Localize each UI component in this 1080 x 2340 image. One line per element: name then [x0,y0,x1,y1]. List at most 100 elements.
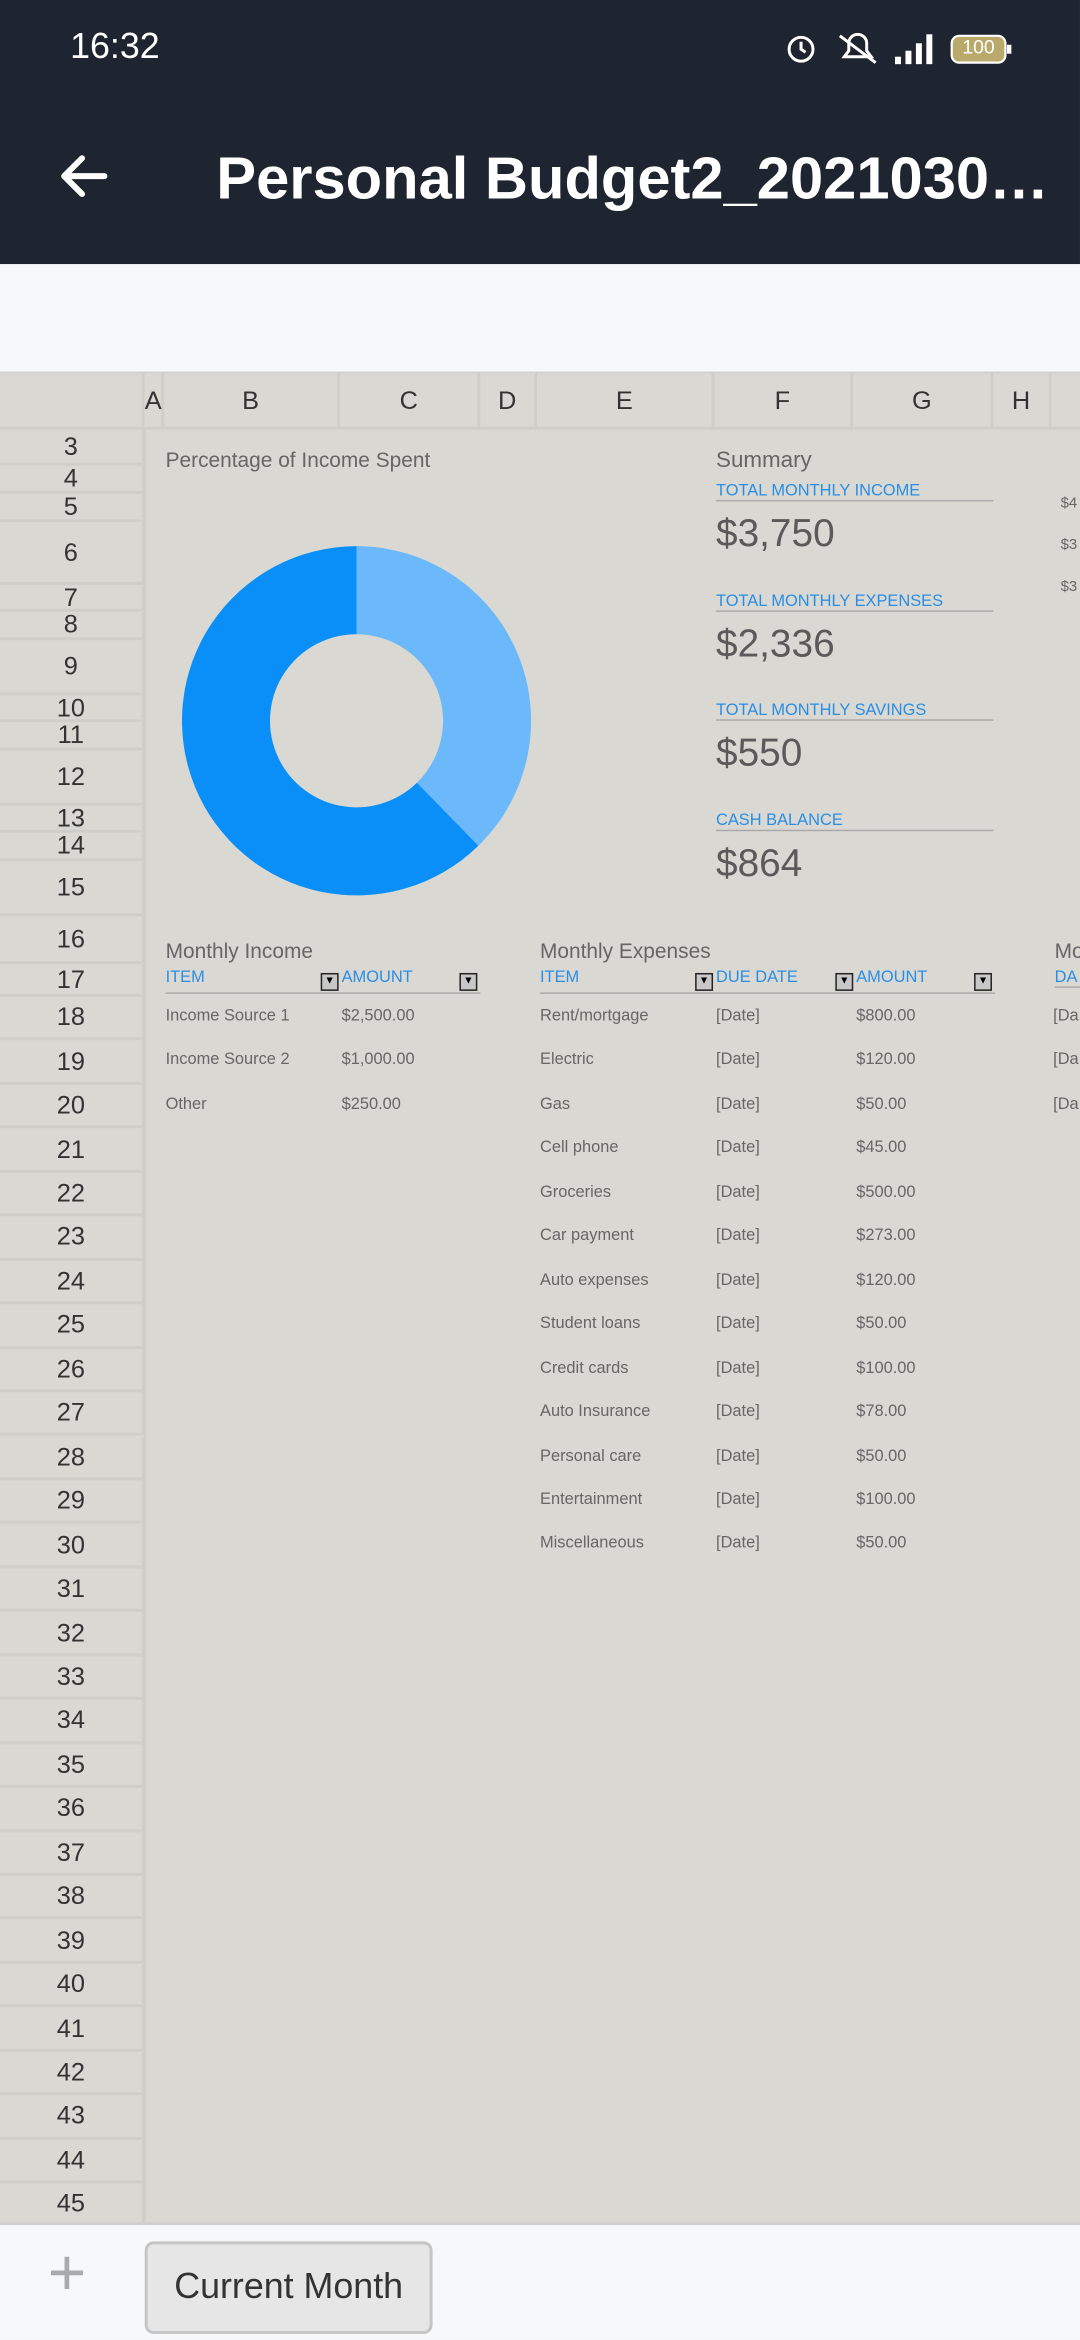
expenses-cell[interactable]: $100.00 [856,1358,916,1377]
select-all-corner[interactable] [0,373,145,430]
row-header-11[interactable]: 11 [0,722,145,751]
filter-dropdown-icon[interactable]: ▼ [835,972,854,991]
expenses-cell[interactable]: [Date] [716,1183,760,1201]
add-sheet-button[interactable]: + [47,2236,87,2311]
income-cell[interactable]: Income Source 2 [165,1051,290,1070]
column-header-a[interactable]: A [144,373,165,430]
row-header-41[interactable]: 41 [0,2007,145,2052]
expenses-cell[interactable]: Personal care [539,1446,642,1465]
row-header-9[interactable]: 9 [0,640,145,696]
row-header-30[interactable]: 30 [0,1524,145,1569]
expenses-cell[interactable]: [Date] [716,1007,760,1026]
row-header-45[interactable]: 45 [0,2183,145,2228]
row-header-33[interactable]: 33 [0,1656,145,1701]
row-header-3[interactable]: 3 [0,429,145,466]
expenses-cell[interactable]: Rent/mortgage [539,1007,649,1026]
row-header-14[interactable]: 14 [0,832,145,862]
expenses-cell[interactable]: $50.00 [856,1095,907,1114]
column-header-b[interactable]: B [164,373,341,430]
row-header-39[interactable]: 39 [0,1919,145,1964]
row-header-15[interactable]: 15 [0,861,145,917]
expenses-cell[interactable]: [Date] [716,1095,760,1114]
column-header-c[interactable]: C [340,373,481,430]
row-header-29[interactable]: 29 [0,1480,145,1525]
income-cell[interactable]: $250.00 [341,1095,401,1114]
expenses-cell[interactable]: $50.00 [856,1534,907,1553]
expenses-cell[interactable]: $120.00 [856,1051,916,1070]
income-cell[interactable]: Income Source 1 [165,1007,290,1026]
expenses-cell[interactable]: [Date] [716,1402,760,1421]
row-header-38[interactable]: 38 [0,1875,145,1920]
donut-slice-remaining[interactable] [356,546,532,846]
filter-dropdown-icon[interactable]: ▼ [695,972,714,991]
column-header-g[interactable]: G [853,373,994,430]
expenses-cell[interactable]: [Date] [716,1051,760,1070]
expenses-cell[interactable]: $273.00 [856,1227,916,1245]
column-header-d[interactable]: D [480,373,538,430]
row-header-24[interactable]: 24 [0,1260,145,1305]
filter-dropdown-icon[interactable]: ▼ [320,972,339,991]
column-header-e[interactable]: E [537,373,715,430]
row-header-42[interactable]: 42 [0,2051,145,2096]
expenses-cell[interactable]: Cell phone [539,1139,619,1158]
expenses-cell[interactable]: $45.00 [856,1139,907,1158]
row-header-20[interactable]: 20 [0,1084,145,1129]
income-cell[interactable]: Other [165,1095,207,1114]
expenses-cell[interactable]: Auto Insurance [539,1402,651,1421]
expenses-cell[interactable]: Car payment [539,1227,634,1245]
expenses-cell[interactable]: Groceries [539,1183,612,1201]
row-header-17[interactable]: 17 [0,964,145,997]
filter-dropdown-icon[interactable]: ▼ [974,972,992,991]
row-header-19[interactable]: 19 [0,1040,145,1085]
expenses-cell[interactable]: $120.00 [856,1270,916,1289]
row-header-21[interactable]: 21 [0,1128,145,1173]
column-header-partial[interactable] [1051,373,1080,430]
expenses-cell[interactable]: $78.00 [856,1402,907,1421]
row-header-8[interactable]: 8 [0,611,145,641]
row-header-43[interactable]: 43 [0,2095,145,2140]
expenses-cell[interactable]: [Date] [716,1227,760,1245]
row-header-4[interactable]: 4 [0,465,145,494]
donut-chart[interactable] [178,542,536,900]
back-button[interactable] [57,149,111,203]
row-header-23[interactable]: 23 [0,1216,145,1261]
expenses-cell[interactable]: Electric [539,1051,594,1070]
expenses-cell[interactable]: [Date] [716,1490,760,1509]
sheet-tab-current-month[interactable]: Current Month [144,2241,433,2334]
column-header-f[interactable]: F [714,373,854,430]
expenses-cell[interactable]: Gas [539,1095,571,1114]
row-header-36[interactable]: 36 [0,1787,145,1832]
expenses-cell[interactable]: Student loans [539,1314,641,1333]
expenses-cell[interactable]: $100.00 [856,1490,916,1509]
row-header-18[interactable]: 18 [0,996,145,1041]
expenses-cell[interactable]: [Date] [716,1314,760,1333]
row-header-40[interactable]: 40 [0,1963,145,2008]
income-cell[interactable]: $2,500.00 [341,1007,415,1026]
row-header-37[interactable]: 37 [0,1831,145,1876]
row-header-44[interactable]: 44 [0,2139,145,2184]
row-header-25[interactable]: 25 [0,1304,145,1349]
row-header-12[interactable]: 12 [0,750,145,806]
expenses-cell[interactable]: Entertainment [539,1490,643,1509]
row-header-27[interactable]: 27 [0,1392,145,1437]
expenses-cell[interactable]: [Date] [716,1139,760,1158]
row-header-7[interactable]: 7 [0,584,145,612]
expenses-cell[interactable]: Miscellaneous [539,1534,644,1553]
row-header-13[interactable]: 13 [0,805,145,833]
expenses-cell[interactable]: $500.00 [856,1183,916,1201]
row-header-35[interactable]: 35 [0,1743,145,1788]
expenses-cell[interactable]: [Date] [716,1270,760,1289]
row-header-5[interactable]: 5 [0,493,145,523]
expenses-cell[interactable]: $50.00 [856,1446,907,1465]
row-header-10[interactable]: 10 [0,695,145,723]
donut-slice-spent[interactable] [181,546,479,896]
expenses-cell[interactable]: $800.00 [856,1007,916,1026]
expenses-cell[interactable]: Auto expenses [539,1270,649,1289]
expenses-cell[interactable]: Credit cards [539,1358,629,1377]
income-cell[interactable]: $1,000.00 [341,1051,415,1070]
row-header-34[interactable]: 34 [0,1700,145,1744]
row-header-28[interactable]: 28 [0,1436,145,1481]
expenses-cell[interactable]: [Date] [716,1358,760,1377]
row-header-31[interactable]: 31 [0,1568,145,1613]
filter-dropdown-icon[interactable]: ▼ [459,972,478,991]
